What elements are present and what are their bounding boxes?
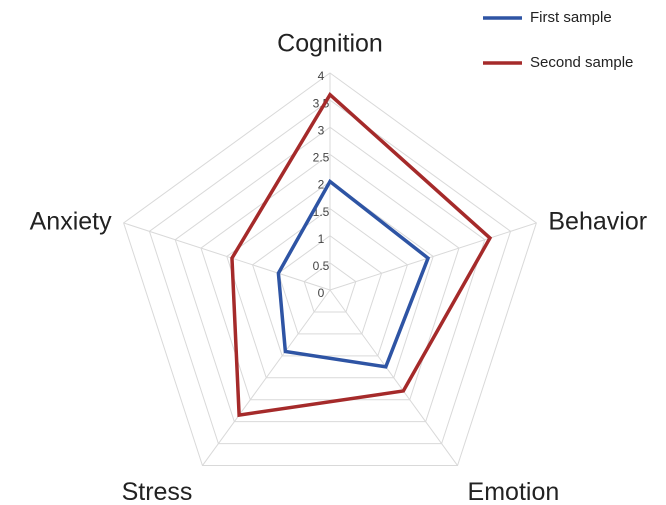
spoke [202,289,331,466]
grid-ring [123,72,537,467]
tick-label: 0 [318,286,325,300]
axis-label: Behavior [548,208,647,236]
legend-label: First sample [530,9,612,26]
axis-label: Cognition [277,30,383,58]
spoke [329,222,537,291]
tick-label: 4 [318,69,325,83]
legend-label: Second sample [530,54,633,71]
series-line [276,178,431,369]
axis-label: Emotion [468,478,560,505]
tick-label: 2.5 [313,151,330,165]
spoke [329,289,458,466]
grid-ring [174,126,486,423]
axis-label: Stress [122,478,193,505]
tick-label: 1 [318,232,325,246]
grid-ring [200,153,460,401]
grid-ring [252,208,408,357]
grid-ring [148,99,512,445]
tick-label: 3 [318,123,325,137]
axis-label: Anxiety [30,208,112,236]
tick-label: 2 [318,178,325,192]
grid-ring [277,235,383,335]
tick-label: 0.5 [313,259,330,273]
grid-ring [226,180,434,379]
grid-ring [303,262,357,313]
series-line [230,91,493,418]
spoke [123,222,331,291]
